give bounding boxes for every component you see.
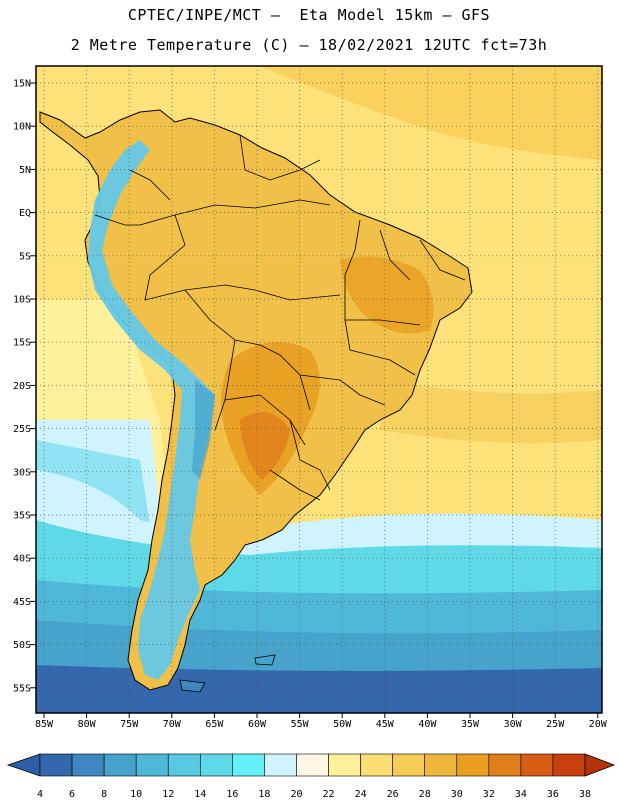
colorbar-segment <box>39 753 73 777</box>
colorbar-tick-label: 8 <box>101 789 107 800</box>
colorbar-tick-label: 18 <box>258 789 270 800</box>
andes-high-peaks <box>192 380 215 480</box>
lon-label: 25W <box>546 719 565 730</box>
colorbar-segment <box>232 753 265 777</box>
lat-label: 25S <box>13 424 31 435</box>
lon-label: 65W <box>205 719 224 730</box>
lon-label: 75W <box>120 719 139 730</box>
colorbar-segment <box>424 753 458 777</box>
temperature-field <box>36 66 602 713</box>
lat-label: 35S <box>13 511 31 522</box>
map-title-line-1: CPTEC/INPE/MCT – Eta Model 15km – GFS <box>127 6 491 24</box>
colorbar-segment <box>199 753 233 777</box>
lon-label: 60W <box>248 719 267 730</box>
colorbar-segment <box>71 753 105 777</box>
lat-label: EQ <box>19 208 31 219</box>
colorbar-tick-label: 32 <box>483 789 495 800</box>
colorbar-tick-label: 12 <box>162 789 174 800</box>
southern-ocean-band-3 <box>36 665 602 713</box>
lon-label: 70W <box>163 719 182 730</box>
lat-label: 15N <box>13 79 31 90</box>
lat-label: 10S <box>13 295 31 306</box>
colorbar-segment <box>552 753 586 777</box>
latitude-labels: 15N 10N 5N EQ 5S 10S 15S 20S 25S 30S 35S 40S 45S 50S 5… <box>13 79 36 694</box>
lat-label: 45S <box>13 597 31 608</box>
map-frame <box>35 65 603 714</box>
country-borders <box>94 134 466 501</box>
colorbar-tick-label: 28 <box>419 789 431 800</box>
atlantic-warm-band <box>380 380 602 444</box>
tierra-del-fuego <box>179 679 206 693</box>
longitude-labels: 85W 80W 75W 70W 65W 60W 55W 50W 45W 40W 35W 30W 25W 2… <box>35 713 608 730</box>
colorbar-tick-label: 26 <box>387 789 399 800</box>
colorbar-tick-label: 24 <box>355 789 367 800</box>
lat-label: 40S <box>13 554 31 565</box>
colorbar-segment <box>296 753 329 777</box>
colorbar-tick-label: 4 <box>37 789 43 800</box>
lat-label: 20S <box>13 381 31 392</box>
colorbar-segment <box>392 753 426 777</box>
colorbar: 4 6 8 10 12 14 16 18 20 22 24 26 28 30 32 34 36 38 <box>6 753 616 800</box>
colorbar-segment <box>135 753 169 777</box>
northeast-hot-region <box>340 256 434 334</box>
colorbar-tick-label: 30 <box>451 789 463 800</box>
lon-label: 20W <box>589 719 608 730</box>
colorbar-tick-label: 34 <box>515 789 527 800</box>
lon-label: 50W <box>333 719 352 730</box>
lat-label: 30S <box>13 467 31 478</box>
lon-label: 30W <box>504 719 523 730</box>
andes-cold-strip <box>88 140 215 680</box>
colorbar-over-arrow <box>584 753 616 777</box>
lat-label: 50S <box>13 640 31 651</box>
lat-label: 10N <box>13 122 31 133</box>
falkland-islands <box>254 654 276 666</box>
colorbar-segment <box>456 753 490 777</box>
colorbar-tick-label: 38 <box>579 789 591 800</box>
colorbar-tick-label: 36 <box>547 789 559 800</box>
lon-label: 45W <box>376 719 395 730</box>
colorbar-tick-label: 14 <box>194 789 206 800</box>
colorbar-tick-label: 10 <box>130 789 142 800</box>
map-title-line-2: 2 Metre Temperature (C) – 18/02/2021 12U… <box>70 36 548 54</box>
lat-label: 55S <box>13 683 31 694</box>
colorbar-segment <box>488 753 522 777</box>
colorbar-under-arrow <box>6 753 41 777</box>
colorbar-tick-label: 22 <box>323 789 335 800</box>
colorbar-segment <box>328 753 361 777</box>
colorbar-tick-label: 6 <box>69 789 75 800</box>
lon-label: 40W <box>418 719 437 730</box>
lat-label: 5N <box>19 165 31 176</box>
colorbar-segment <box>360 753 393 777</box>
lon-label: 35W <box>461 719 480 730</box>
lat-label: 15S <box>13 338 31 349</box>
colorbar-tick-label: 20 <box>290 789 302 800</box>
lon-label: 85W <box>35 719 54 730</box>
chaco-hottest-region <box>240 412 290 480</box>
lon-label: 55W <box>291 719 310 730</box>
colorbar-segment <box>520 753 554 777</box>
caribbean-warm-band <box>36 66 602 160</box>
colorbar-segment <box>264 753 297 777</box>
lon-label: 80W <box>78 719 97 730</box>
lat-label: 5S <box>19 251 31 262</box>
colorbar-segment <box>103 753 137 777</box>
colorbar-tick-label: 16 <box>226 789 238 800</box>
colorbar-segment <box>167 753 201 777</box>
